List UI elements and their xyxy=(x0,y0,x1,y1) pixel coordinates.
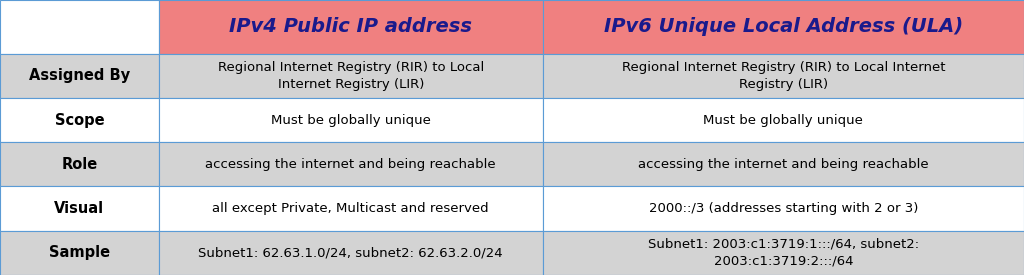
Text: Subnet1: 62.63.1.0/24, subnet2: 62.63.2.0/24: Subnet1: 62.63.1.0/24, subnet2: 62.63.2.… xyxy=(199,246,503,259)
Bar xyxy=(543,142,1024,186)
Bar xyxy=(0,54,159,98)
Bar xyxy=(543,231,1024,275)
Text: Role: Role xyxy=(61,157,97,172)
Bar xyxy=(159,231,543,275)
Bar xyxy=(0,98,159,142)
Bar xyxy=(159,186,543,231)
Text: accessing the internet and being reachable: accessing the internet and being reachab… xyxy=(206,158,496,171)
Text: IPv6 Unique Local Address (ULA): IPv6 Unique Local Address (ULA) xyxy=(604,17,963,36)
Bar xyxy=(0,142,159,186)
Bar xyxy=(543,0,1024,54)
Bar xyxy=(543,98,1024,142)
Text: Scope: Scope xyxy=(54,112,104,128)
Text: Must be globally unique: Must be globally unique xyxy=(270,114,431,126)
Text: Regional Internet Registry (RIR) to Local Internet
Registry (LIR): Regional Internet Registry (RIR) to Loca… xyxy=(622,61,945,91)
Bar xyxy=(159,0,543,54)
Bar xyxy=(159,142,543,186)
Bar xyxy=(159,54,543,98)
Text: all except Private, Multicast and reserved: all except Private, Multicast and reserv… xyxy=(212,202,489,215)
Bar xyxy=(159,98,543,142)
Bar xyxy=(0,186,159,231)
Bar xyxy=(543,186,1024,231)
Text: Regional Internet Registry (RIR) to Local
Internet Registry (LIR): Regional Internet Registry (RIR) to Loca… xyxy=(217,61,484,91)
Bar xyxy=(0,231,159,275)
Text: Subnet1: 2003:c1:3719:1:::/64, subnet2:
2003:c1:3719:2:::/64: Subnet1: 2003:c1:3719:1:::/64, subnet2: … xyxy=(648,238,919,268)
Text: Must be globally unique: Must be globally unique xyxy=(703,114,863,126)
Bar xyxy=(543,54,1024,98)
Text: IPv4 Public IP address: IPv4 Public IP address xyxy=(229,17,472,36)
Text: accessing the internet and being reachable: accessing the internet and being reachab… xyxy=(638,158,929,171)
Text: Assigned By: Assigned By xyxy=(29,68,130,83)
Text: Visual: Visual xyxy=(54,201,104,216)
Text: Sample: Sample xyxy=(49,245,110,260)
Bar xyxy=(0,0,159,54)
Text: 2000::/3 (addresses starting with 2 or 3): 2000::/3 (addresses starting with 2 or 3… xyxy=(648,202,919,215)
